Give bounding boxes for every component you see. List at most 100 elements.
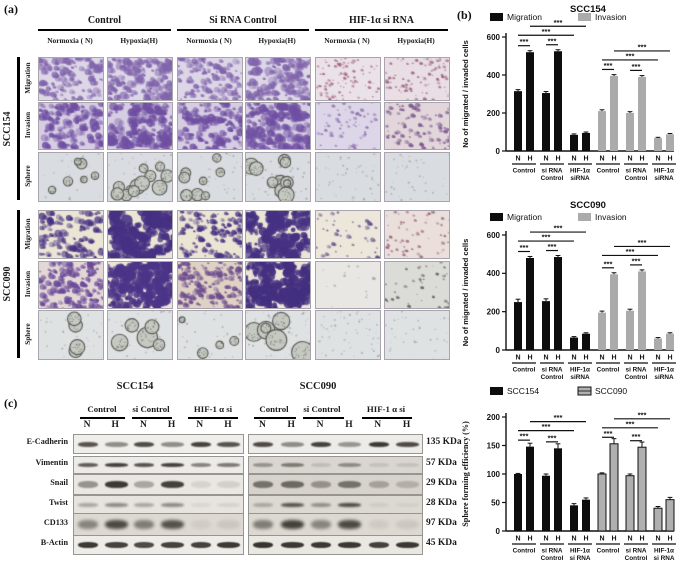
- y-tick-label: 0: [496, 527, 501, 536]
- legend-swatch-SCC154: [490, 387, 503, 395]
- y-tick-label: 600: [487, 231, 501, 240]
- blot-header-underline: [362, 417, 412, 419]
- blot-lane-label: H: [345, 420, 353, 430]
- molecular-weight-label: 97 KDa: [426, 517, 457, 528]
- protein-band: [396, 502, 420, 507]
- micrograph-SCC154-Sphere-col4: [315, 152, 381, 202]
- bar-SCC090-g0-H: [609, 443, 619, 532]
- protein-band: [368, 441, 389, 447]
- bar-SCC154-g0-H: [526, 446, 534, 531]
- y-tick-label: 200: [487, 307, 501, 316]
- blot-header-underline: [254, 417, 296, 419]
- blot-membrane: [248, 434, 423, 454]
- protein-band: [161, 502, 185, 507]
- micrograph-SCC090-Sphere-col3: [245, 310, 311, 360]
- micrograph-SCC090-Sphere-col0: [38, 310, 104, 360]
- blot-membrane: [73, 535, 244, 555]
- group-label: Control: [541, 374, 564, 381]
- protein-band: [217, 481, 241, 488]
- group-label: si RNA: [654, 555, 675, 562]
- protein-band: [104, 542, 128, 548]
- protein-band: [134, 441, 155, 447]
- bar-SCC154-g0-N: [514, 474, 522, 531]
- sig-stars: ***: [604, 259, 613, 268]
- treatment-group-header: Control: [38, 15, 171, 31]
- bar-Invasion-g1-H: [638, 271, 646, 350]
- blot-lane-group-header: si Control: [303, 404, 341, 414]
- protein-band: [368, 481, 389, 488]
- micrograph-SCC154-Migration-col2: [177, 57, 243, 101]
- bar-Invasion-g0-N: [598, 111, 606, 151]
- legend-swatch-Invasion: [578, 13, 591, 21]
- sig-stars: ***: [542, 27, 551, 36]
- protein-band: [78, 542, 99, 548]
- blot-header-underline: [80, 417, 125, 419]
- x-bar-label: H: [555, 355, 560, 362]
- sig-stars: ***: [626, 51, 635, 60]
- blot-lane-label: N: [374, 420, 382, 430]
- blot-lane-label: H: [167, 420, 176, 430]
- group-label: Control: [597, 367, 620, 374]
- micrograph-SCC090-Sphere-col2: [177, 310, 243, 360]
- micrograph-SCC154-Invasion-col5: [384, 102, 450, 150]
- cell-line-bracket: [17, 57, 20, 200]
- bar-Migration-g2-H: [582, 333, 590, 350]
- group-label: siRNA: [654, 175, 674, 182]
- panel-a-label: (a): [4, 2, 18, 16]
- bar-SCC154-g1-N: [542, 475, 550, 531]
- protein-band: [280, 542, 304, 548]
- x-bar-label: N: [655, 536, 660, 543]
- y-tick-label: 100: [487, 470, 501, 479]
- x-bar-label: N: [515, 355, 520, 362]
- bar-Invasion-g2-H: [666, 333, 674, 350]
- y-tick-label: 200: [487, 413, 501, 422]
- x-bar-label: H: [639, 536, 644, 543]
- x-bar-label: N: [599, 536, 604, 543]
- protein-band: [161, 481, 185, 488]
- sig-stars: ***: [542, 422, 551, 431]
- blot-membrane: [248, 474, 423, 495]
- y-tick-label: 0: [496, 147, 501, 156]
- sig-stars: ***: [626, 247, 635, 256]
- bar-Invasion-g2-H: [666, 134, 674, 151]
- protein-band: [338, 463, 362, 467]
- protein-band: [78, 520, 99, 529]
- bar-Migration-g0-H: [526, 258, 534, 350]
- blot-lane-group-header: HIF-1 α si: [366, 404, 406, 414]
- protein-band: [311, 502, 332, 507]
- x-bar-label: N: [599, 156, 604, 163]
- blot-membrane: [73, 474, 244, 495]
- sig-stars: ***: [520, 432, 529, 441]
- sig-stars: ***: [604, 61, 613, 70]
- cell-line-bracket: [17, 210, 20, 358]
- protein-band: [190, 520, 211, 529]
- bar-Invasion-g2-N: [654, 338, 662, 350]
- micrograph-SCC154-Migration-col5: [384, 57, 450, 101]
- group-label: Control: [597, 548, 620, 555]
- protein-band: [253, 542, 274, 548]
- x-bar-label: H: [667, 536, 672, 543]
- micrograph-SCC154-Sphere-col2: [177, 152, 243, 202]
- protein-band: [396, 481, 420, 488]
- group-label: Control: [597, 168, 620, 175]
- bar-Migration-g1-H: [554, 51, 562, 151]
- blot-membrane: [73, 513, 244, 536]
- protein-band: [368, 502, 389, 507]
- micrograph-SCC090-Invasion-col5: [384, 261, 450, 309]
- legend-swatch-Invasion: [578, 213, 591, 221]
- x-bar-label: H: [583, 536, 588, 543]
- bar-Migration-g2-H: [582, 132, 590, 151]
- protein-band: [161, 463, 185, 467]
- treatment-group-header: Si RNA Control: [177, 15, 309, 31]
- protein-band: [253, 520, 274, 529]
- micrograph-SCC154-Invasion-col2: [177, 102, 243, 150]
- protein-band: [338, 520, 362, 529]
- sig-stars: ***: [554, 224, 563, 233]
- bar-Migration-g2-N: [570, 337, 578, 350]
- protein-band: [134, 502, 155, 507]
- molecular-weight-label: 29 KDa: [426, 477, 457, 488]
- blot-group-title: SCC090: [299, 381, 337, 392]
- x-bar-label: N: [627, 156, 632, 163]
- blot-membrane: [248, 513, 423, 536]
- blot-lane-group-header: HIF-1 α si: [193, 404, 233, 414]
